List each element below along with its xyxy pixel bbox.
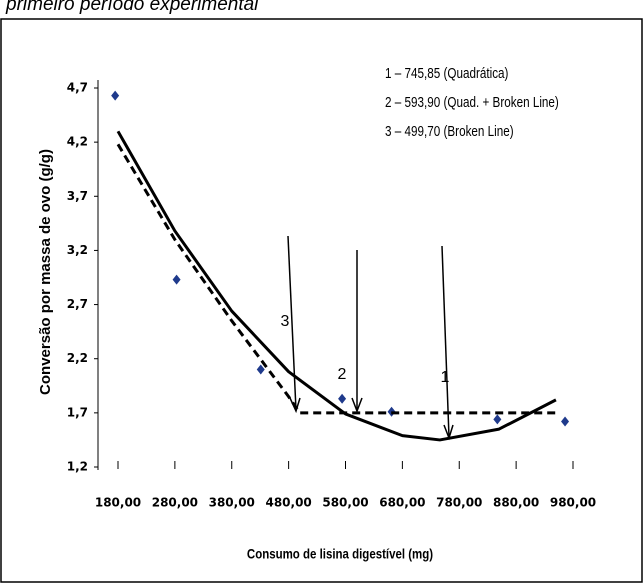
fit-line <box>116 143 556 415</box>
data-point <box>493 414 502 425</box>
y-tick-label: 4,7 <box>67 81 88 95</box>
y-tick-label: 1,2 <box>67 460 88 474</box>
y-tick-label: 2,2 <box>67 351 88 365</box>
x-tick-label: 680,00 <box>379 496 425 510</box>
x-tick-label: 880,00 <box>493 496 539 510</box>
x-tick-label: 780,00 <box>436 496 482 510</box>
y-tick-label: 4,2 <box>67 135 88 149</box>
data-point <box>338 393 347 404</box>
data-point <box>111 90 120 101</box>
data-point <box>561 416 570 427</box>
arrow-label: 3 <box>281 313 290 330</box>
data-point <box>172 274 181 285</box>
chart-title: primeiro período experimental <box>5 0 259 15</box>
annotation: 3 – 499,70 (Broken Line) <box>385 123 514 140</box>
x-tick-label: 980,00 <box>550 496 596 510</box>
annotation: 2 – 593,90 (Quad. + Broken Line) <box>385 94 559 111</box>
arrow-label: 2 <box>338 366 347 383</box>
x-tick-label: 180,00 <box>95 496 141 510</box>
arrow-head <box>351 397 363 414</box>
y-tick-label: 3,2 <box>67 243 88 257</box>
fit-line <box>116 130 557 442</box>
arrow <box>441 245 450 438</box>
arrow-label: 1 <box>441 369 450 386</box>
x-tick-label: 480,00 <box>265 496 311 510</box>
frame <box>0 18 643 583</box>
annotation: 1 – 745,85 (Quadrática) <box>385 65 508 82</box>
y-tick-label: 3,7 <box>67 189 88 203</box>
arrow <box>287 235 297 411</box>
arrow-head <box>289 397 301 414</box>
y-tick-label: 2,7 <box>67 297 88 311</box>
x-axis-label: Consumo de lisina digestível (mg) <box>247 546 433 562</box>
x-tick-label: 280,00 <box>152 496 198 510</box>
arrows <box>287 235 454 441</box>
y-tick-label: 1,7 <box>67 405 88 419</box>
y-axis-label: Conversão por massa de ovo (g/g) <box>37 149 54 395</box>
data-point <box>256 364 265 375</box>
x-tick-label: 580,00 <box>322 496 368 510</box>
x-tick-label: 380,00 <box>209 496 255 510</box>
